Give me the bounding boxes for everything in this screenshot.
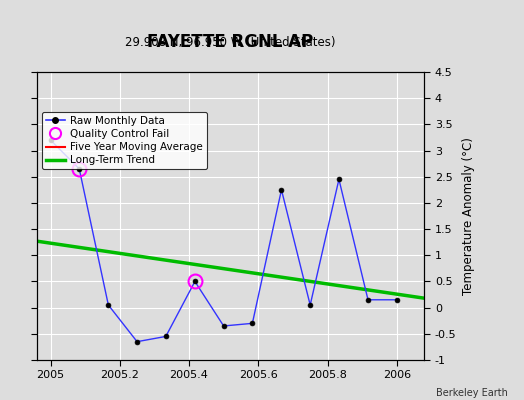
- Line: Raw Monthly Data: Raw Monthly Data: [48, 138, 399, 344]
- Raw Monthly Data: [105, 303, 112, 308]
- Text: 29.908 N, 96.950 W (United States): 29.908 N, 96.950 W (United States): [125, 36, 336, 49]
- Raw Monthly Data: [76, 166, 82, 171]
- Raw Monthly Data: [192, 279, 198, 284]
- Y-axis label: Temperature Anomaly (°C): Temperature Anomaly (°C): [462, 137, 475, 295]
- Line: Quality Control Fail: Quality Control Fail: [72, 162, 202, 288]
- Raw Monthly Data: [278, 188, 285, 192]
- Text: Berkeley Earth: Berkeley Earth: [436, 388, 508, 398]
- Raw Monthly Data: [221, 324, 227, 328]
- Quality Control Fail: [76, 166, 82, 171]
- Raw Monthly Data: [47, 138, 53, 142]
- Raw Monthly Data: [336, 177, 342, 182]
- Legend: Raw Monthly Data, Quality Control Fail, Five Year Moving Average, Long-Term Tren: Raw Monthly Data, Quality Control Fail, …: [42, 112, 207, 170]
- Raw Monthly Data: [307, 303, 313, 308]
- Raw Monthly Data: [394, 297, 400, 302]
- Raw Monthly Data: [134, 339, 140, 344]
- Raw Monthly Data: [365, 297, 371, 302]
- Title: FAYETTE RGNL AP: FAYETTE RGNL AP: [147, 33, 314, 51]
- Quality Control Fail: [192, 279, 198, 284]
- Raw Monthly Data: [162, 334, 169, 339]
- Raw Monthly Data: [249, 321, 256, 326]
